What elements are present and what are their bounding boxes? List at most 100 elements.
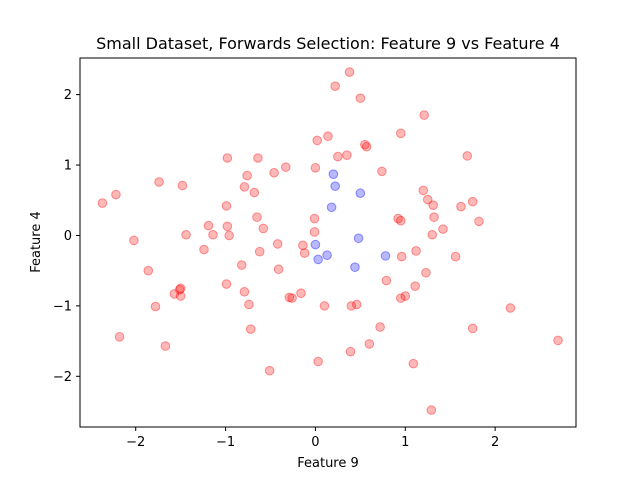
data-point-blue [380,251,391,261]
data-point-blue [353,233,364,244]
data-point-red [97,198,108,208]
x-tick-label: 0 [311,435,319,450]
data-point-red [421,267,431,278]
data-point-red [245,324,256,334]
data-point-red [177,180,188,191]
data-point-red [429,212,439,222]
data-point-blue [355,188,366,199]
data-point-red [310,163,321,173]
data-point-red [222,221,233,232]
chart-title: Small Dataset, Forwards Selection: Featu… [96,34,560,53]
data-point-red [395,293,406,303]
x-tick-label: 2 [491,435,499,450]
data-point-blue [326,202,337,213]
data-point-red [296,288,306,299]
x-tick-label: −1 [216,435,235,450]
points-layer [97,67,563,415]
data-point-red [360,139,370,150]
data-point-red [249,187,260,198]
x-axis-label: Feature 9 [297,456,359,471]
y-tick-label: −2 [53,370,72,385]
data-point-red [395,215,406,226]
x-axis: −2 −1 0 1 2 [126,427,499,450]
data-point-red [381,275,392,286]
data-point-red [239,286,250,297]
data-point-red [410,281,420,291]
data-point-red [312,135,323,146]
data-point-red [419,110,429,120]
y-tick-label: −1 [53,299,72,314]
data-point-red [505,303,516,313]
data-point-red [254,246,265,257]
data-point-red [309,213,320,224]
data-point-red [236,260,247,270]
data-point-red [462,151,473,161]
data-point-red [287,293,297,303]
data-point-red [319,301,330,311]
data-point-red [428,200,438,210]
data-point-red [346,301,357,311]
x-tick-label: 1 [401,435,409,450]
data-point-blue [328,169,339,179]
data-point-red [221,201,232,211]
data-point-red [309,227,320,237]
data-point-red [175,283,186,294]
data-point-red [467,196,478,207]
data-point-red [280,162,291,172]
y-axis: −2 −1 0 1 2 [53,88,80,385]
data-point-red [375,322,385,332]
data-point-red [344,67,355,77]
data-point-red [351,299,362,310]
data-point-red [364,339,375,349]
data-point-red [284,292,295,303]
data-point-red [154,177,164,187]
data-point-red [411,246,421,256]
data-point-blue [313,254,323,265]
data-point-red [143,265,154,276]
data-point-red [269,167,279,178]
x-tick-label: −2 [126,435,145,450]
data-point-red [111,189,121,200]
data-point-red [400,291,411,301]
data-point-red [342,150,352,160]
data-point-red [264,365,275,376]
y-tick-label: 1 [64,159,72,174]
data-point-red [181,229,191,240]
data-point-red [129,235,139,246]
data-point-red [333,151,343,162]
data-point-red [474,216,484,227]
data-point-red [160,341,171,351]
data-point-red [393,213,403,224]
data-point-red [438,224,448,234]
data-point-red [150,301,161,312]
data-point-red [208,229,218,240]
y-tick-label: 2 [64,88,72,103]
data-point-red [174,284,185,295]
data-point-red [426,405,437,415]
data-point-red [258,223,269,234]
data-point-red [418,185,429,196]
data-point-red [298,240,308,251]
data-point-red [427,229,438,240]
data-point-red [467,323,478,334]
data-point-blue [322,250,332,260]
plot-frame [79,57,577,428]
data-point-red [252,212,262,222]
data-point-red [553,335,563,346]
data-point-red [222,153,233,163]
data-point-blue [330,181,340,191]
data-point-red [224,230,234,241]
y-axis-label: Feature 4 [29,211,44,273]
y-tick-label: 0 [64,229,72,244]
data-point-red [323,131,333,141]
data-point-red [313,356,323,367]
data-point-red [175,291,186,301]
data-point-red [221,279,232,289]
data-point-red [377,166,387,177]
data-point-red [450,251,461,262]
data-point-red [355,93,366,103]
data-point-red [272,239,283,249]
data-point-red [239,182,250,192]
